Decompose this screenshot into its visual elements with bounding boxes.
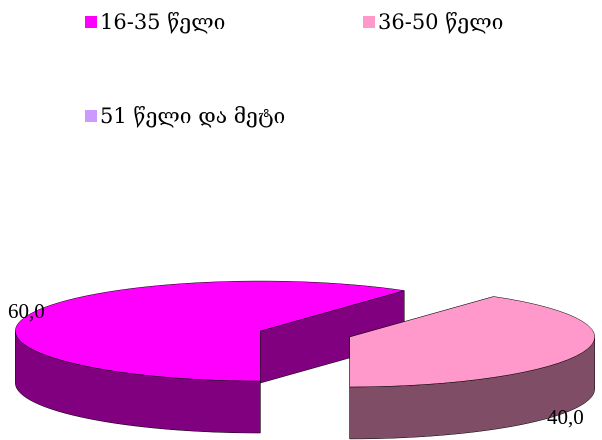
slice-16-35 (15, 280, 405, 434)
slice-36-50-top (349, 296, 595, 388)
legend-label-51-plus: 51 წელი და მეტი (100, 104, 286, 128)
legend-swatch-16-35 (85, 16, 97, 28)
legend-item-36-50: 36-50 წელი (363, 10, 503, 34)
data-label-36-50: 40,0 (547, 405, 584, 429)
slice-16-35-top (15, 280, 405, 382)
slice-36-50 (349, 296, 595, 440)
legend-label-36-50: 36-50 წელი (378, 10, 504, 34)
legend-swatch-36-50 (363, 16, 375, 28)
legend-swatch-51-plus (85, 110, 97, 122)
legend-item-16-35: 16-35 წელი (85, 10, 225, 34)
legend-item-51-plus: 51 წელი და მეტი (85, 104, 285, 128)
legend-label-16-35: 16-35 წელი (100, 10, 226, 34)
data-label-16-35: 60,0 (8, 299, 45, 323)
